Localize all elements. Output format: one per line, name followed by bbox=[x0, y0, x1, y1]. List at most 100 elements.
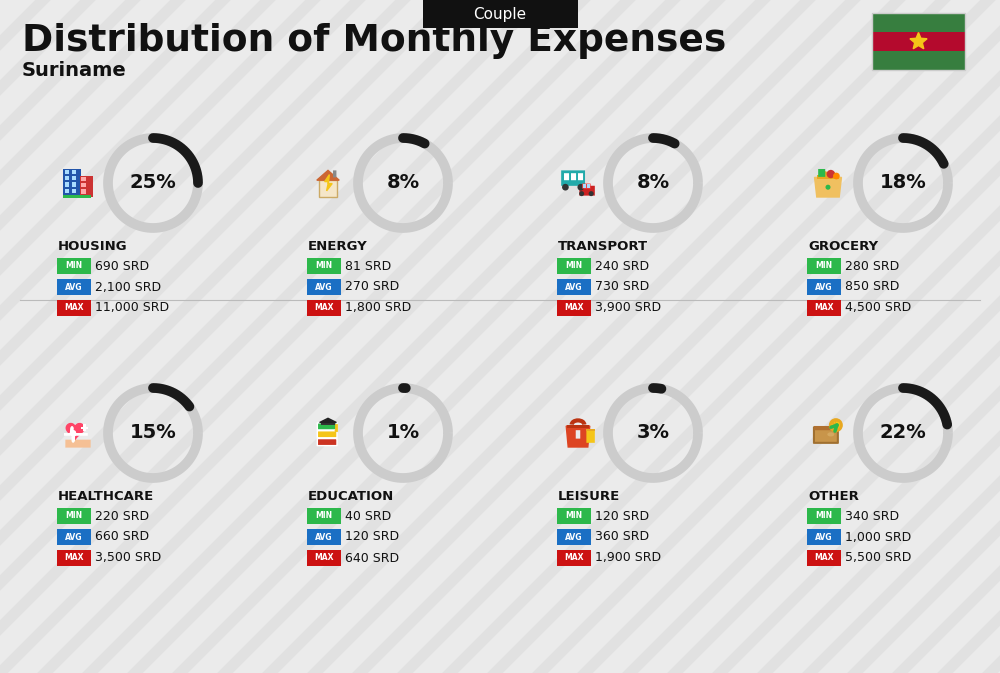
FancyBboxPatch shape bbox=[65, 188, 69, 192]
Text: MAX: MAX bbox=[564, 553, 584, 563]
FancyBboxPatch shape bbox=[557, 508, 591, 524]
Text: 280 SRD: 280 SRD bbox=[845, 260, 899, 273]
Text: 3,900 SRD: 3,900 SRD bbox=[595, 302, 661, 314]
FancyBboxPatch shape bbox=[81, 189, 86, 194]
FancyBboxPatch shape bbox=[567, 425, 589, 428]
FancyBboxPatch shape bbox=[307, 258, 341, 274]
Text: 3%: 3% bbox=[637, 423, 670, 443]
Text: 850 SRD: 850 SRD bbox=[845, 281, 899, 293]
FancyBboxPatch shape bbox=[872, 51, 965, 70]
Circle shape bbox=[335, 429, 337, 432]
Polygon shape bbox=[317, 170, 339, 180]
Text: MIN: MIN bbox=[315, 511, 333, 520]
FancyBboxPatch shape bbox=[571, 173, 576, 180]
FancyBboxPatch shape bbox=[72, 188, 76, 192]
Text: Suriname: Suriname bbox=[22, 61, 127, 79]
Text: 730 SRD: 730 SRD bbox=[595, 281, 649, 293]
Text: 660 SRD: 660 SRD bbox=[95, 530, 149, 544]
Text: 690 SRD: 690 SRD bbox=[95, 260, 149, 273]
FancyBboxPatch shape bbox=[319, 180, 337, 197]
Text: 1,900 SRD: 1,900 SRD bbox=[595, 551, 661, 565]
Text: MIN: MIN bbox=[65, 511, 83, 520]
FancyBboxPatch shape bbox=[307, 529, 341, 545]
Text: 340 SRD: 340 SRD bbox=[845, 509, 899, 522]
FancyBboxPatch shape bbox=[333, 170, 336, 178]
FancyBboxPatch shape bbox=[63, 195, 91, 198]
FancyBboxPatch shape bbox=[321, 423, 335, 425]
FancyBboxPatch shape bbox=[72, 170, 76, 174]
Text: MAX: MAX bbox=[564, 304, 584, 312]
Text: AVG: AVG bbox=[315, 283, 333, 291]
FancyBboxPatch shape bbox=[307, 550, 341, 566]
Circle shape bbox=[827, 170, 835, 178]
Text: AVG: AVG bbox=[815, 283, 833, 291]
FancyBboxPatch shape bbox=[807, 300, 841, 316]
FancyBboxPatch shape bbox=[317, 431, 337, 437]
FancyBboxPatch shape bbox=[576, 430, 580, 439]
Polygon shape bbox=[910, 32, 927, 48]
Text: MAX: MAX bbox=[814, 304, 834, 312]
FancyBboxPatch shape bbox=[57, 258, 91, 274]
FancyBboxPatch shape bbox=[557, 258, 591, 274]
FancyBboxPatch shape bbox=[814, 427, 838, 443]
FancyBboxPatch shape bbox=[807, 258, 841, 274]
FancyBboxPatch shape bbox=[587, 184, 590, 188]
Text: MIN: MIN bbox=[565, 511, 583, 520]
Text: GROCERY: GROCERY bbox=[808, 240, 878, 252]
Text: MAX: MAX bbox=[314, 553, 334, 563]
Text: AVG: AVG bbox=[315, 532, 333, 542]
Circle shape bbox=[577, 184, 584, 190]
FancyBboxPatch shape bbox=[57, 508, 91, 524]
Text: 2,100 SRD: 2,100 SRD bbox=[95, 281, 161, 293]
Text: EDUCATION: EDUCATION bbox=[308, 489, 394, 503]
FancyBboxPatch shape bbox=[557, 300, 591, 316]
FancyBboxPatch shape bbox=[586, 429, 595, 431]
Text: HOUSING: HOUSING bbox=[58, 240, 128, 252]
FancyBboxPatch shape bbox=[872, 13, 965, 32]
Circle shape bbox=[562, 184, 569, 190]
FancyBboxPatch shape bbox=[80, 176, 93, 197]
Text: 220 SRD: 220 SRD bbox=[95, 509, 149, 522]
FancyBboxPatch shape bbox=[557, 529, 591, 545]
Circle shape bbox=[579, 191, 584, 196]
FancyBboxPatch shape bbox=[807, 550, 841, 566]
Text: LEISURE: LEISURE bbox=[558, 489, 620, 503]
FancyBboxPatch shape bbox=[582, 184, 591, 188]
Text: Couple: Couple bbox=[473, 7, 527, 22]
Text: 15%: 15% bbox=[130, 423, 176, 443]
Text: 1,000 SRD: 1,000 SRD bbox=[845, 530, 911, 544]
Text: $: $ bbox=[831, 419, 840, 431]
Circle shape bbox=[830, 419, 841, 431]
FancyBboxPatch shape bbox=[65, 176, 69, 180]
Text: 5,500 SRD: 5,500 SRD bbox=[845, 551, 911, 565]
FancyBboxPatch shape bbox=[583, 184, 586, 188]
Text: MIN: MIN bbox=[815, 511, 833, 520]
FancyBboxPatch shape bbox=[564, 173, 569, 180]
FancyBboxPatch shape bbox=[65, 170, 69, 174]
Polygon shape bbox=[66, 423, 84, 439]
FancyBboxPatch shape bbox=[81, 427, 88, 429]
FancyBboxPatch shape bbox=[586, 430, 595, 443]
Text: 22%: 22% bbox=[880, 423, 926, 443]
Text: OTHER: OTHER bbox=[808, 489, 859, 503]
Text: MIN: MIN bbox=[815, 262, 833, 271]
Text: AVG: AVG bbox=[565, 283, 583, 291]
FancyBboxPatch shape bbox=[557, 550, 591, 566]
FancyBboxPatch shape bbox=[814, 426, 838, 430]
Text: AVG: AVG bbox=[815, 532, 833, 542]
Circle shape bbox=[833, 173, 840, 180]
FancyBboxPatch shape bbox=[872, 32, 965, 51]
Text: HEALTHCARE: HEALTHCARE bbox=[58, 489, 154, 503]
Text: 8%: 8% bbox=[386, 174, 420, 192]
Text: MIN: MIN bbox=[65, 262, 83, 271]
FancyBboxPatch shape bbox=[807, 529, 841, 545]
Text: 1,800 SRD: 1,800 SRD bbox=[345, 302, 411, 314]
Text: 18%: 18% bbox=[880, 174, 926, 192]
Text: AVG: AVG bbox=[65, 283, 83, 291]
FancyBboxPatch shape bbox=[65, 439, 91, 448]
FancyBboxPatch shape bbox=[307, 300, 341, 316]
Text: 40 SRD: 40 SRD bbox=[345, 509, 391, 522]
FancyBboxPatch shape bbox=[807, 508, 841, 524]
FancyBboxPatch shape bbox=[317, 439, 337, 446]
FancyBboxPatch shape bbox=[557, 279, 591, 295]
